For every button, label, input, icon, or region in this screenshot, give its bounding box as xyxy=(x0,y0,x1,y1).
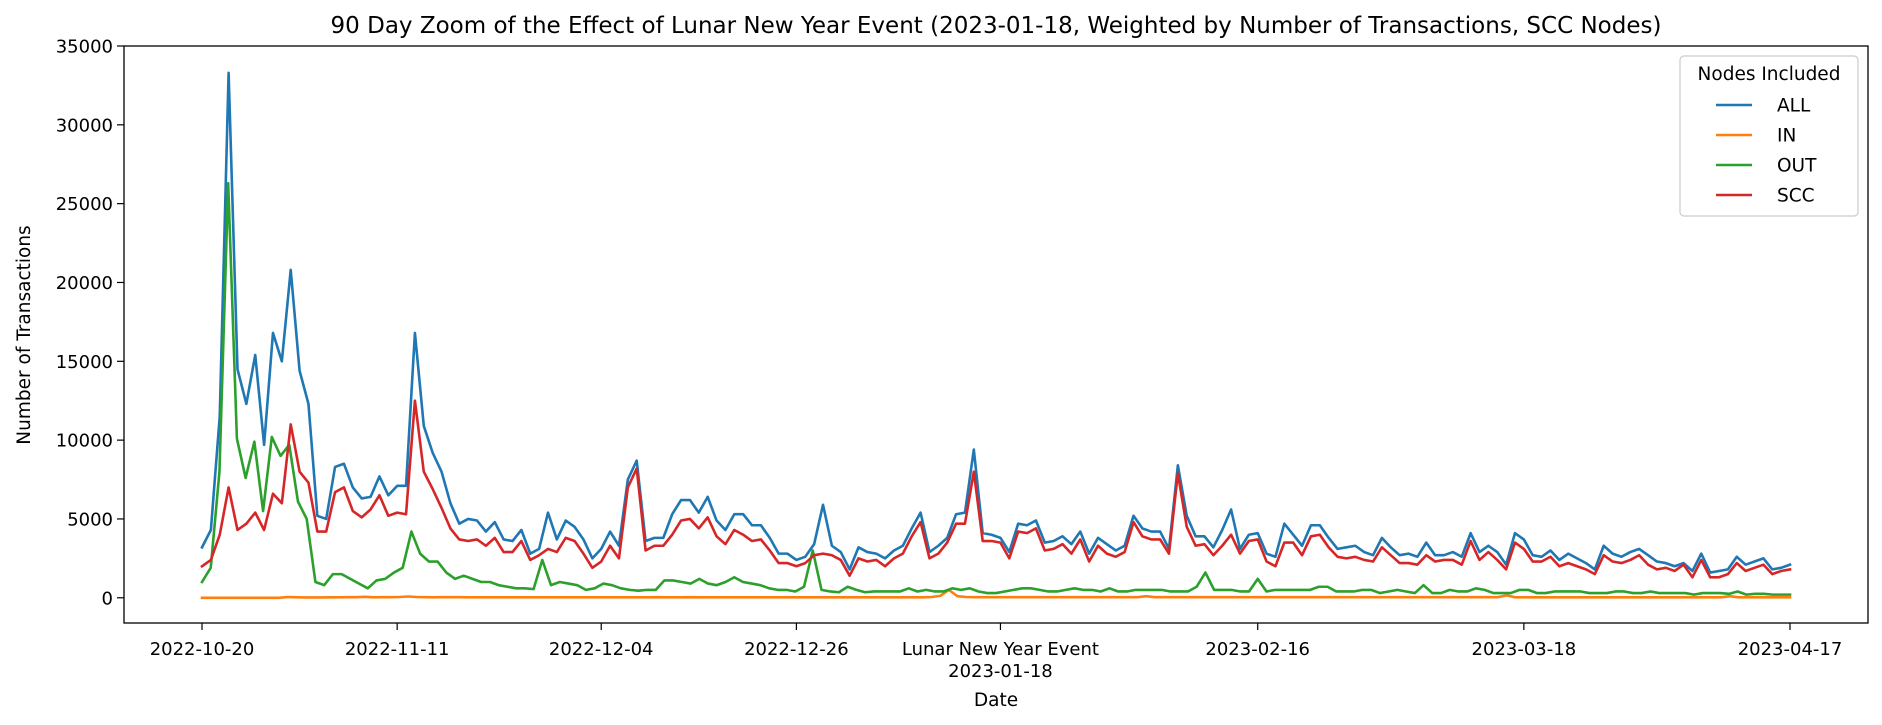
x-tick-label: 2023-04-17 xyxy=(1738,639,1843,660)
legend: Nodes Included ALL IN OUT SCC xyxy=(1679,55,1859,217)
legend-box xyxy=(1679,55,1859,217)
x-tick-label-secondary: 2023-01-18 xyxy=(948,661,1053,682)
series-line-out xyxy=(200,181,1792,596)
legend-title: Nodes Included xyxy=(1698,64,1841,85)
plot-frame xyxy=(123,45,1869,624)
series-line-in xyxy=(200,588,1792,600)
chart-title: 90 Day Zoom of the Effect of Lunar New Y… xyxy=(331,13,1662,39)
x-tick-label: 2022-11-11 xyxy=(345,639,450,660)
axes-layer: 0 5000 10000 15000 20000 25000 30000 35000 2022-… xyxy=(56,37,1843,683)
y-tick-label: 30000 xyxy=(56,115,113,136)
x-tick-label: Lunar New Year Event xyxy=(902,639,1099,660)
legend-label-out: OUT xyxy=(1777,156,1817,177)
x-tick-label: 2023-03-18 xyxy=(1472,639,1577,660)
y-tick-label: 0 xyxy=(102,588,113,609)
y-tick-label: 35000 xyxy=(56,37,113,58)
legend-label-in: IN xyxy=(1777,126,1796,147)
y-tick-label: 25000 xyxy=(56,194,113,215)
legend-label-scc: SCC xyxy=(1777,186,1815,207)
x-tick-label: 2022-10-20 xyxy=(150,639,255,660)
y-axis-label: Number of Transactions xyxy=(14,225,35,444)
y-tick-label: 15000 xyxy=(56,352,113,373)
x-tick-label: 2022-12-26 xyxy=(744,639,849,660)
series-line-scc xyxy=(200,399,1792,579)
x-axis-label: Date xyxy=(974,690,1018,711)
series-layer xyxy=(200,71,1792,600)
series-line-all xyxy=(200,71,1792,574)
x-tick-label: 2022-12-04 xyxy=(549,639,654,660)
y-tick-label: 5000 xyxy=(67,509,113,530)
x-tick-label: 2023-02-16 xyxy=(1205,639,1310,660)
legend-label-all: ALL xyxy=(1777,96,1811,117)
y-tick-label: 20000 xyxy=(56,273,113,294)
y-tick-label: 10000 xyxy=(56,431,113,452)
